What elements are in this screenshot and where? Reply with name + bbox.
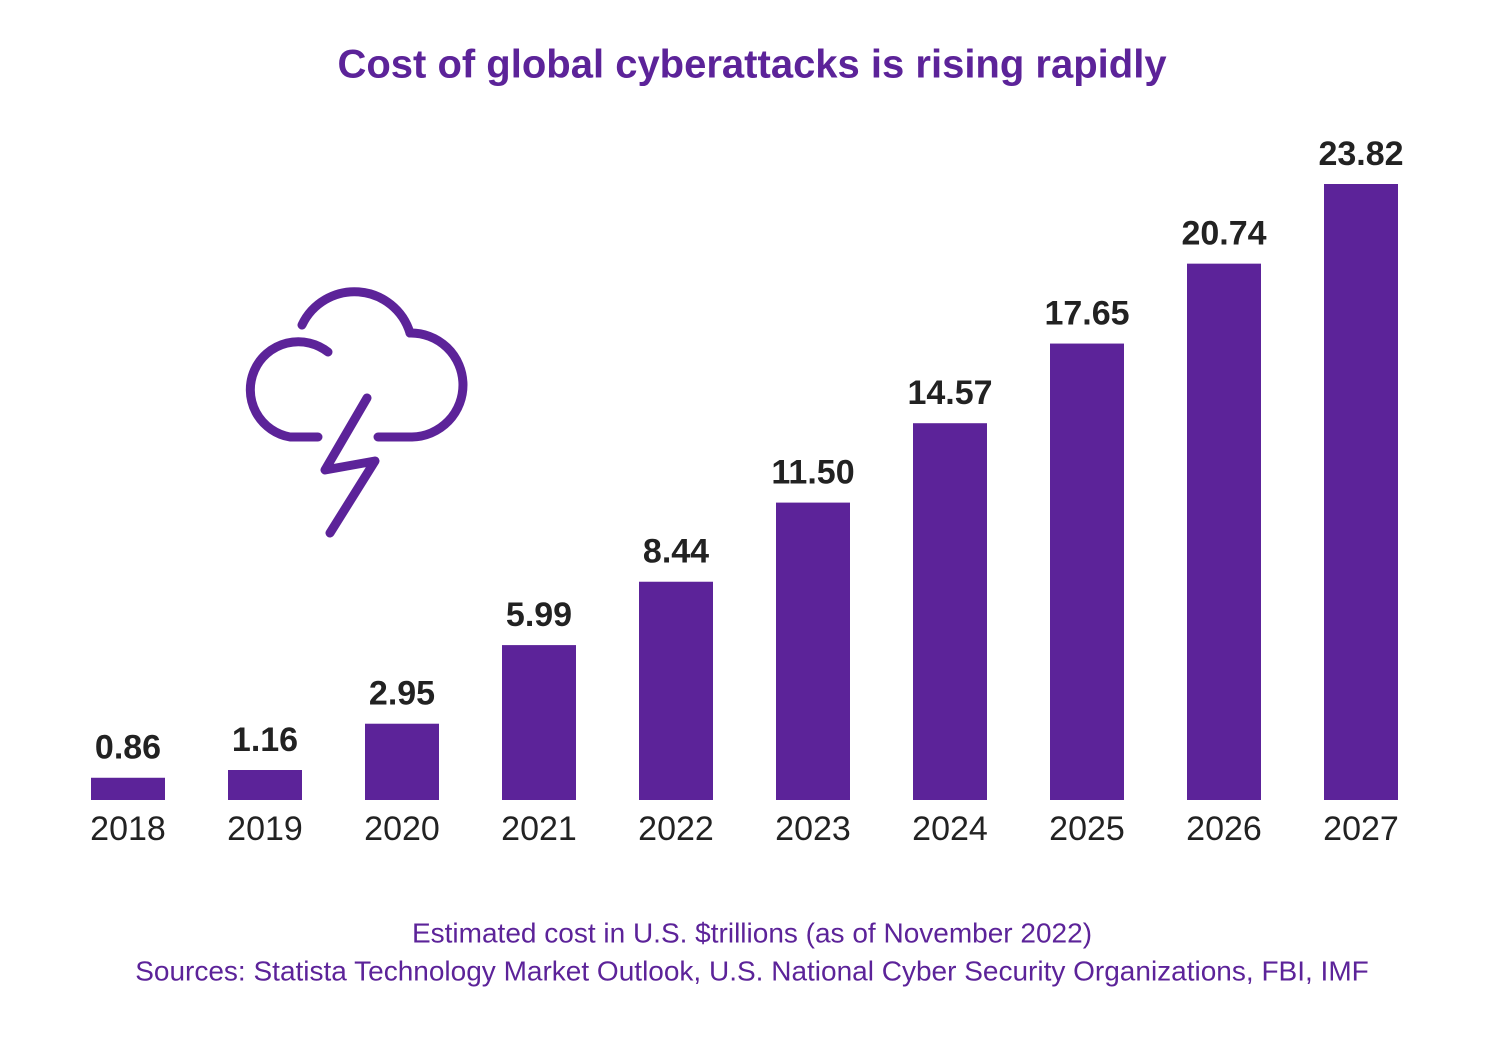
bar	[913, 423, 987, 800]
bar	[365, 723, 439, 800]
x-tick-label: 2021	[501, 810, 577, 848]
bar	[639, 581, 713, 800]
cloud-right	[373, 328, 468, 442]
value-label: 14.57	[907, 374, 992, 412]
bar	[1050, 343, 1124, 800]
value-label: 0.86	[95, 729, 161, 767]
bar	[228, 770, 302, 800]
x-tick-label: 2025	[1049, 810, 1125, 848]
bar	[776, 502, 850, 800]
source: Sources: Statista Technology Market Outl…	[135, 955, 1369, 986]
x-tick-label: 2026	[1186, 810, 1262, 848]
value-label: 8.44	[643, 533, 709, 571]
value-label: 2.95	[369, 675, 435, 713]
value-label: 5.99	[506, 596, 572, 634]
bar	[502, 645, 576, 800]
x-tick-label: 2023	[775, 810, 851, 848]
x-tick-label: 2019	[227, 810, 303, 848]
bar	[1187, 263, 1261, 800]
value-label: 17.65	[1044, 295, 1129, 333]
subtitle: Estimated cost in U.S. $trillions (as of…	[412, 917, 1092, 948]
x-tick-label: 2024	[912, 810, 988, 848]
x-tick-label: 2018	[90, 810, 166, 848]
value-label: 23.82	[1318, 135, 1403, 173]
value-label: 11.50	[771, 454, 854, 492]
bar	[1324, 184, 1398, 800]
bar	[91, 777, 165, 800]
lightning	[320, 393, 380, 538]
chart-title: Cost of global cyberattacks is rising ra…	[337, 43, 1167, 87]
x-tick-label: 2027	[1323, 810, 1399, 848]
x-tick-label: 2022	[638, 810, 714, 848]
cloud-top	[297, 287, 415, 338]
cloud-left	[245, 337, 333, 442]
storm-cloud-icon	[245, 287, 468, 538]
value-label: 20.74	[1181, 215, 1266, 253]
x-tick-label: 2020	[364, 810, 440, 848]
value-label: 1.16	[232, 721, 298, 759]
